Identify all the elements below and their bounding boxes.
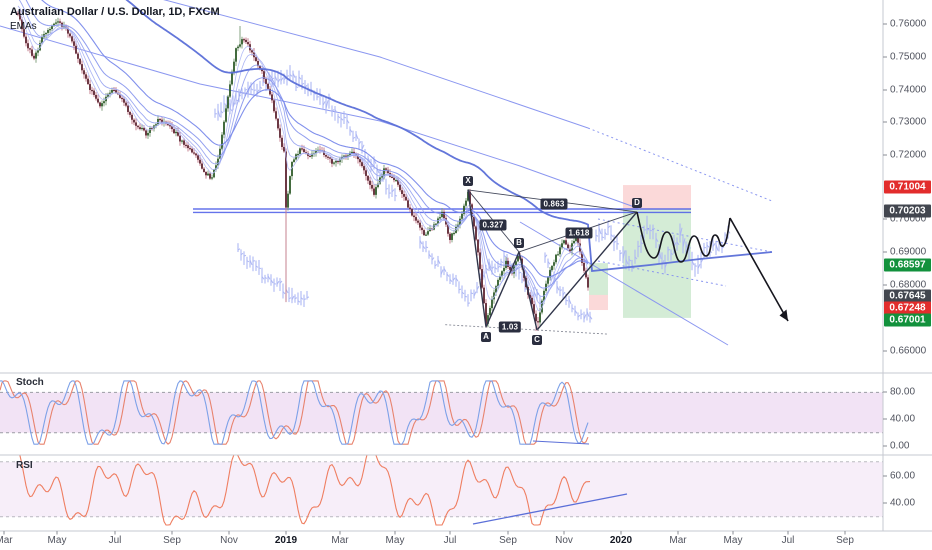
time-axis-label: 2020 (609, 535, 633, 546)
pane-separators (0, 0, 932, 535)
time-axis-label: May (723, 535, 743, 546)
stoch-axis-label: 0.00 (890, 440, 910, 452)
price-axis-label: 0.75000 (890, 51, 927, 63)
candle-wicks (17, 9, 589, 332)
ema-lines[interactable] (17, 0, 773, 312)
rsi-axis-label: 60.00 (890, 470, 916, 482)
rsi-pane[interactable] (0, 451, 883, 526)
stoch-axis-label: 80.00 (890, 386, 916, 398)
price-label-pill: 0.71004 (884, 180, 931, 194)
time-axis-label: May (47, 535, 67, 546)
symbol-title[interactable]: Australian Dollar / U.S. Dollar, 1D, FXC… (10, 6, 220, 18)
time-axis-label: Sep (836, 535, 854, 546)
stoch-k-line (0, 380, 589, 445)
price-axis-label: 0.70000 (890, 213, 927, 225)
price-axis-label: 0.76000 (890, 18, 927, 30)
ema-indicator-label[interactable]: EMAs (10, 21, 37, 32)
rsi-axis-label: 40.00 (890, 497, 916, 509)
time-axis-label: Jul (781, 535, 795, 546)
time-axis-label: Mar (331, 535, 349, 546)
time-axis-label: Jul (443, 535, 457, 546)
price-axis-label: 0.72000 (890, 149, 927, 161)
stoch-pane[interactable] (0, 380, 883, 445)
time-axis-label: Sep (499, 535, 517, 546)
time-axis-label: Jul (108, 535, 122, 546)
price-label-pill: 0.67645 (884, 289, 931, 303)
trendlines[interactable] (0, 0, 773, 346)
price-label-pill: 0.68597 (884, 258, 931, 272)
price-label-pill: 0.67001 (884, 313, 931, 327)
price-label-pill: 0.70203 (884, 204, 931, 218)
candles[interactable] (17, 13, 589, 324)
projection-squiggle[interactable] (636, 211, 789, 322)
stoch-d-line (0, 380, 589, 445)
price-scale[interactable]: 0.76000 0.75000 0.74000 0.73000 0.72000 0.700… (883, 0, 932, 531)
xabcd-pattern[interactable] (445, 189, 638, 335)
stoch-axis-label: 40.00 (890, 413, 916, 425)
rsi-pane-label[interactable]: RSI (16, 460, 33, 471)
time-axis-label: Mar (0, 535, 13, 546)
time-axis-label: May (385, 535, 405, 546)
price-axis-label: 0.69000 (890, 246, 927, 258)
main-pane[interactable] (0, 0, 789, 346)
price-axis-label: 0.74000 (890, 84, 927, 96)
time-axis-label: Sep (163, 535, 181, 546)
price-axis-label: 0.66000 (890, 345, 927, 357)
stoch-pane-label[interactable]: Stoch (16, 377, 44, 388)
rsi-line (19, 455, 591, 526)
time-axis-label: Mar (669, 535, 687, 546)
time-scale[interactable]: Mar May Jul Sep Nov 2019 Mar May Jul Sep Nov 2020 Ma… (0, 531, 932, 550)
time-axis-label: Nov (555, 535, 573, 546)
time-axis-label: 2019 (274, 535, 298, 546)
chart-header: Australian Dollar / U.S. Dollar, 1D, FXC… (10, 6, 220, 32)
price-axis-label: 0.73000 (890, 116, 927, 128)
time-axis-label: Nov (220, 535, 238, 546)
price-axis-label: 0.68000 (890, 279, 927, 291)
price-label-pill: 0.67248 (884, 301, 931, 315)
